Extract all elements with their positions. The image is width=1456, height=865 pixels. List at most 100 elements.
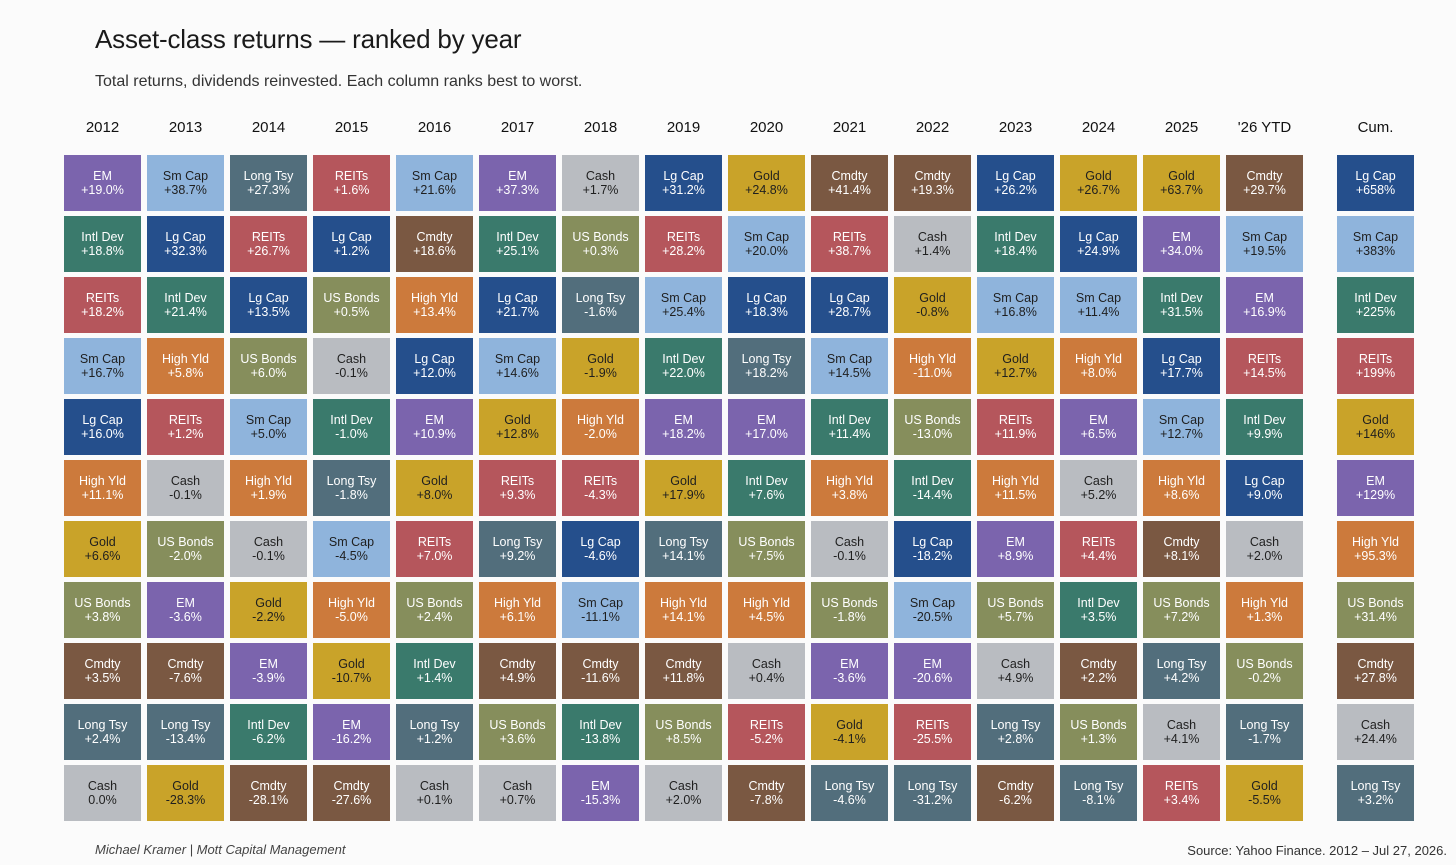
- return-value: +17.7%: [1160, 366, 1203, 380]
- return-value: +18.3%: [745, 305, 788, 319]
- return-cell: US Bonds +7.2%: [1143, 582, 1220, 638]
- return-cell: Cash +0.4%: [728, 643, 805, 699]
- asset-label: Gold: [1362, 413, 1389, 427]
- return-cell: High Yld +5.8%: [147, 338, 224, 394]
- asset-label: High Yld: [1351, 535, 1400, 549]
- asset-label: EM: [176, 596, 195, 610]
- return-value: -28.3%: [165, 793, 206, 807]
- return-value: +14.1%: [662, 610, 705, 624]
- asset-label: REITs: [1247, 352, 1282, 366]
- return-cell: Cmdty +41.4%: [811, 155, 888, 211]
- return-value: -0.1%: [833, 549, 866, 563]
- asset-label: Cash: [502, 779, 533, 793]
- return-value: -31.2%: [912, 793, 953, 807]
- return-cell: Intl Dev +22.0%: [645, 338, 722, 394]
- asset-label: Lg Cap: [414, 352, 455, 366]
- return-cell: Cmdty +29.7%: [1226, 155, 1303, 211]
- return-value: +37.3%: [496, 183, 539, 197]
- asset-label: Cmdty: [333, 779, 370, 793]
- asset-label: High Yld: [825, 474, 874, 488]
- asset-label: Sm Cap: [494, 352, 541, 366]
- return-cell: US Bonds +1.3%: [1060, 704, 1137, 760]
- asset-label: US Bonds: [240, 352, 297, 366]
- return-cell: EM +6.5%: [1060, 399, 1137, 455]
- return-value: +5.8%: [167, 366, 204, 380]
- return-value: -25.5%: [912, 732, 953, 746]
- return-cell: Gold +26.7%: [1060, 155, 1137, 211]
- return-value: +3.5%: [84, 671, 121, 685]
- asset-label: Cmdty: [1080, 657, 1117, 671]
- return-value: +1.4%: [914, 244, 951, 258]
- asset-label: REITs: [417, 535, 452, 549]
- return-cell: Sm Cap +11.4%: [1060, 277, 1137, 333]
- return-cell: Cmdty -6.2%: [977, 765, 1054, 821]
- return-cell: Cash +24.4%: [1337, 704, 1414, 760]
- asset-label: REITs: [832, 230, 867, 244]
- asset-label: Gold: [1085, 169, 1112, 183]
- asset-label: Sm Cap: [577, 596, 624, 610]
- return-cell: US Bonds -1.8%: [811, 582, 888, 638]
- return-value: +18.2%: [81, 305, 124, 319]
- return-value: +6.5%: [1080, 427, 1117, 441]
- return-value: -20.5%: [912, 610, 953, 624]
- return-cell: EM -3.6%: [147, 582, 224, 638]
- column-header: 2020: [749, 119, 784, 136]
- return-value: +4.4%: [1080, 549, 1117, 563]
- asset-label: EM: [259, 657, 278, 671]
- return-value: +3.6%: [499, 732, 536, 746]
- asset-label: Cmdty: [499, 657, 536, 671]
- footer-source: Source: Yahoo Finance. 2012 – Jul 27, 20…: [1187, 843, 1447, 858]
- return-cell: High Yld -11.0%: [894, 338, 971, 394]
- return-value: -2.0%: [584, 427, 617, 441]
- return-value: +5.7%: [997, 610, 1034, 624]
- return-cell: Sm Cap -11.1%: [562, 582, 639, 638]
- return-value: +16.7%: [81, 366, 124, 380]
- return-value: +19.0%: [81, 183, 124, 197]
- return-value: +28.2%: [662, 244, 705, 258]
- asset-label: High Yld: [908, 352, 957, 366]
- asset-label: Cash: [253, 535, 284, 549]
- return-value: +14.1%: [662, 549, 705, 563]
- asset-label: REITs: [583, 474, 618, 488]
- return-cell: High Yld +3.8%: [811, 460, 888, 516]
- return-value: -4.6%: [584, 549, 617, 563]
- asset-label: Cmdty: [665, 657, 702, 671]
- return-cell: Intl Dev +9.9%: [1226, 399, 1303, 455]
- asset-label: Gold: [89, 535, 116, 549]
- return-cell: Lg Cap +17.7%: [1143, 338, 1220, 394]
- return-value: +0.7%: [499, 793, 536, 807]
- return-value: +1.3%: [1080, 732, 1117, 746]
- return-cell: Sm Cap +25.4%: [645, 277, 722, 333]
- asset-label: Cmdty: [1246, 169, 1283, 183]
- return-value: -18.2%: [912, 549, 953, 563]
- asset-label: US Bonds: [74, 596, 131, 610]
- return-cell: Long Tsy +27.3%: [230, 155, 307, 211]
- return-cell: Long Tsy +9.2%: [479, 521, 556, 577]
- return-cell: High Yld +1.3%: [1226, 582, 1303, 638]
- return-value: -11.0%: [913, 366, 952, 380]
- return-cell: High Yld +8.0%: [1060, 338, 1137, 394]
- return-cell: Lg Cap +28.7%: [811, 277, 888, 333]
- return-cell: Lg Cap +26.2%: [977, 155, 1054, 211]
- return-cell: EM +19.0%: [64, 155, 141, 211]
- return-value: +26.7%: [247, 244, 290, 258]
- asset-label: Sm Cap: [1241, 230, 1288, 244]
- asset-label: High Yld: [78, 474, 127, 488]
- return-cell: Gold +146%: [1337, 399, 1414, 455]
- return-cell: High Yld +95.3%: [1337, 521, 1414, 577]
- return-value: +2.8%: [997, 732, 1034, 746]
- return-cell: REITs +7.0%: [396, 521, 473, 577]
- return-value: +11.4%: [1077, 305, 1120, 319]
- return-value: +27.3%: [247, 183, 290, 197]
- return-cell: Cash -0.1%: [811, 521, 888, 577]
- return-cell: Intl Dev +7.6%: [728, 460, 805, 516]
- return-cell: Cash -0.1%: [313, 338, 390, 394]
- asset-label: Cash: [917, 230, 948, 244]
- return-cell: Sm Cap +21.6%: [396, 155, 473, 211]
- return-cell: Long Tsy -4.6%: [811, 765, 888, 821]
- return-value: +32.3%: [164, 244, 207, 258]
- asset-label: Lg Cap: [912, 535, 953, 549]
- return-value: +29.7%: [1243, 183, 1286, 197]
- return-value: +1.2%: [416, 732, 453, 746]
- asset-label: Gold: [504, 413, 531, 427]
